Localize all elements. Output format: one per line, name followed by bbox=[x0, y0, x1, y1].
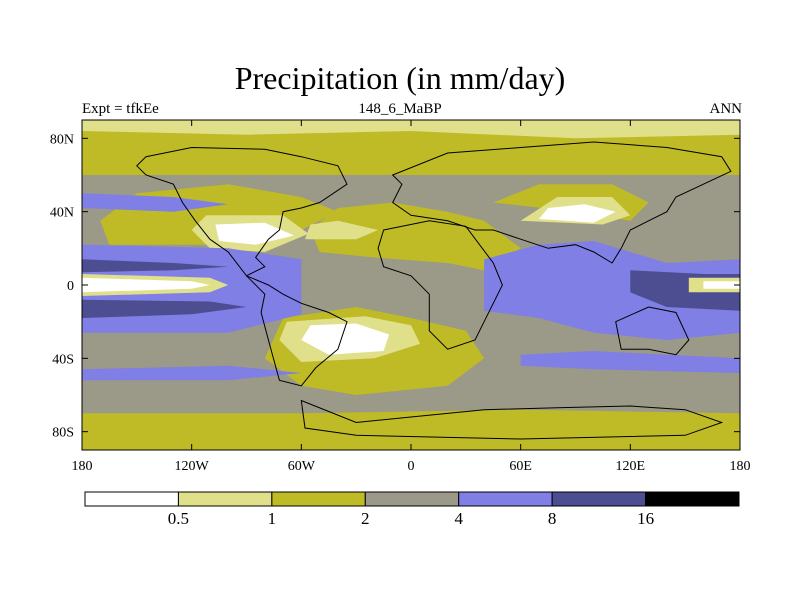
colorbar-label: 16 bbox=[637, 509, 654, 528]
y-tick-label: 0 bbox=[67, 279, 74, 294]
precip-region-18 bbox=[82, 365, 302, 381]
precip-region-11 bbox=[301, 323, 390, 355]
colorbar-bin bbox=[645, 491, 740, 507]
precip-region-25 bbox=[82, 277, 210, 293]
y-tick-label: 40S bbox=[52, 352, 74, 367]
coastline-1 bbox=[246, 275, 348, 387]
x-tick-label: 120W bbox=[175, 459, 210, 474]
colorbar-bin bbox=[364, 491, 460, 507]
coastline-3 bbox=[377, 220, 503, 350]
chart-title: Precipitation (in mm/day) bbox=[234, 60, 566, 96]
colorbar-label: 1 bbox=[268, 509, 277, 528]
x-tick-label: 180 bbox=[730, 459, 751, 474]
colorbar-label: 8 bbox=[548, 509, 557, 528]
precip-region-20 bbox=[520, 351, 740, 373]
precip-region-21 bbox=[82, 259, 229, 273]
precip-region-8 bbox=[215, 222, 294, 245]
colorbar-label: 0.5 bbox=[168, 509, 189, 528]
precip-region-17 bbox=[82, 193, 229, 212]
colorbar-bin bbox=[84, 491, 179, 507]
colorbar-bin bbox=[458, 491, 553, 507]
colorbar-bin bbox=[271, 491, 366, 507]
x-tick-label: 60E bbox=[509, 459, 532, 474]
y-tick-label: 80N bbox=[50, 132, 74, 147]
coastline-2 bbox=[391, 141, 732, 264]
experiment-label: Expt = tfkEe bbox=[82, 101, 159, 117]
precip-region-1 bbox=[82, 120, 740, 139]
precip-region-9 bbox=[305, 220, 379, 240]
precip-region-22 bbox=[82, 299, 247, 318]
period-label: 148_6_MaBP bbox=[358, 101, 442, 117]
y-tick-label: 80S bbox=[52, 426, 74, 441]
season-label: ANN bbox=[709, 101, 743, 117]
colorbar-bin bbox=[177, 491, 273, 507]
x-tick-label: 180 bbox=[72, 459, 93, 474]
precip-region-4 bbox=[310, 202, 521, 271]
coastline-4 bbox=[615, 306, 690, 356]
y-tick-label: 40N bbox=[50, 206, 74, 221]
colorbar-bin bbox=[551, 491, 647, 507]
precip-region-13 bbox=[538, 204, 616, 223]
x-tick-label: 60W bbox=[288, 459, 316, 474]
x-tick-label: 120E bbox=[616, 459, 646, 474]
precip-region-19 bbox=[484, 241, 740, 340]
colorbar-label: 2 bbox=[361, 509, 370, 528]
x-tick-label: 0 bbox=[408, 459, 415, 474]
coastline-0 bbox=[136, 146, 348, 277]
precip-region-27 bbox=[703, 281, 740, 289]
colorbar-label: 4 bbox=[454, 509, 463, 528]
coastline-5 bbox=[300, 399, 724, 440]
precip-region-2 bbox=[82, 409, 740, 450]
